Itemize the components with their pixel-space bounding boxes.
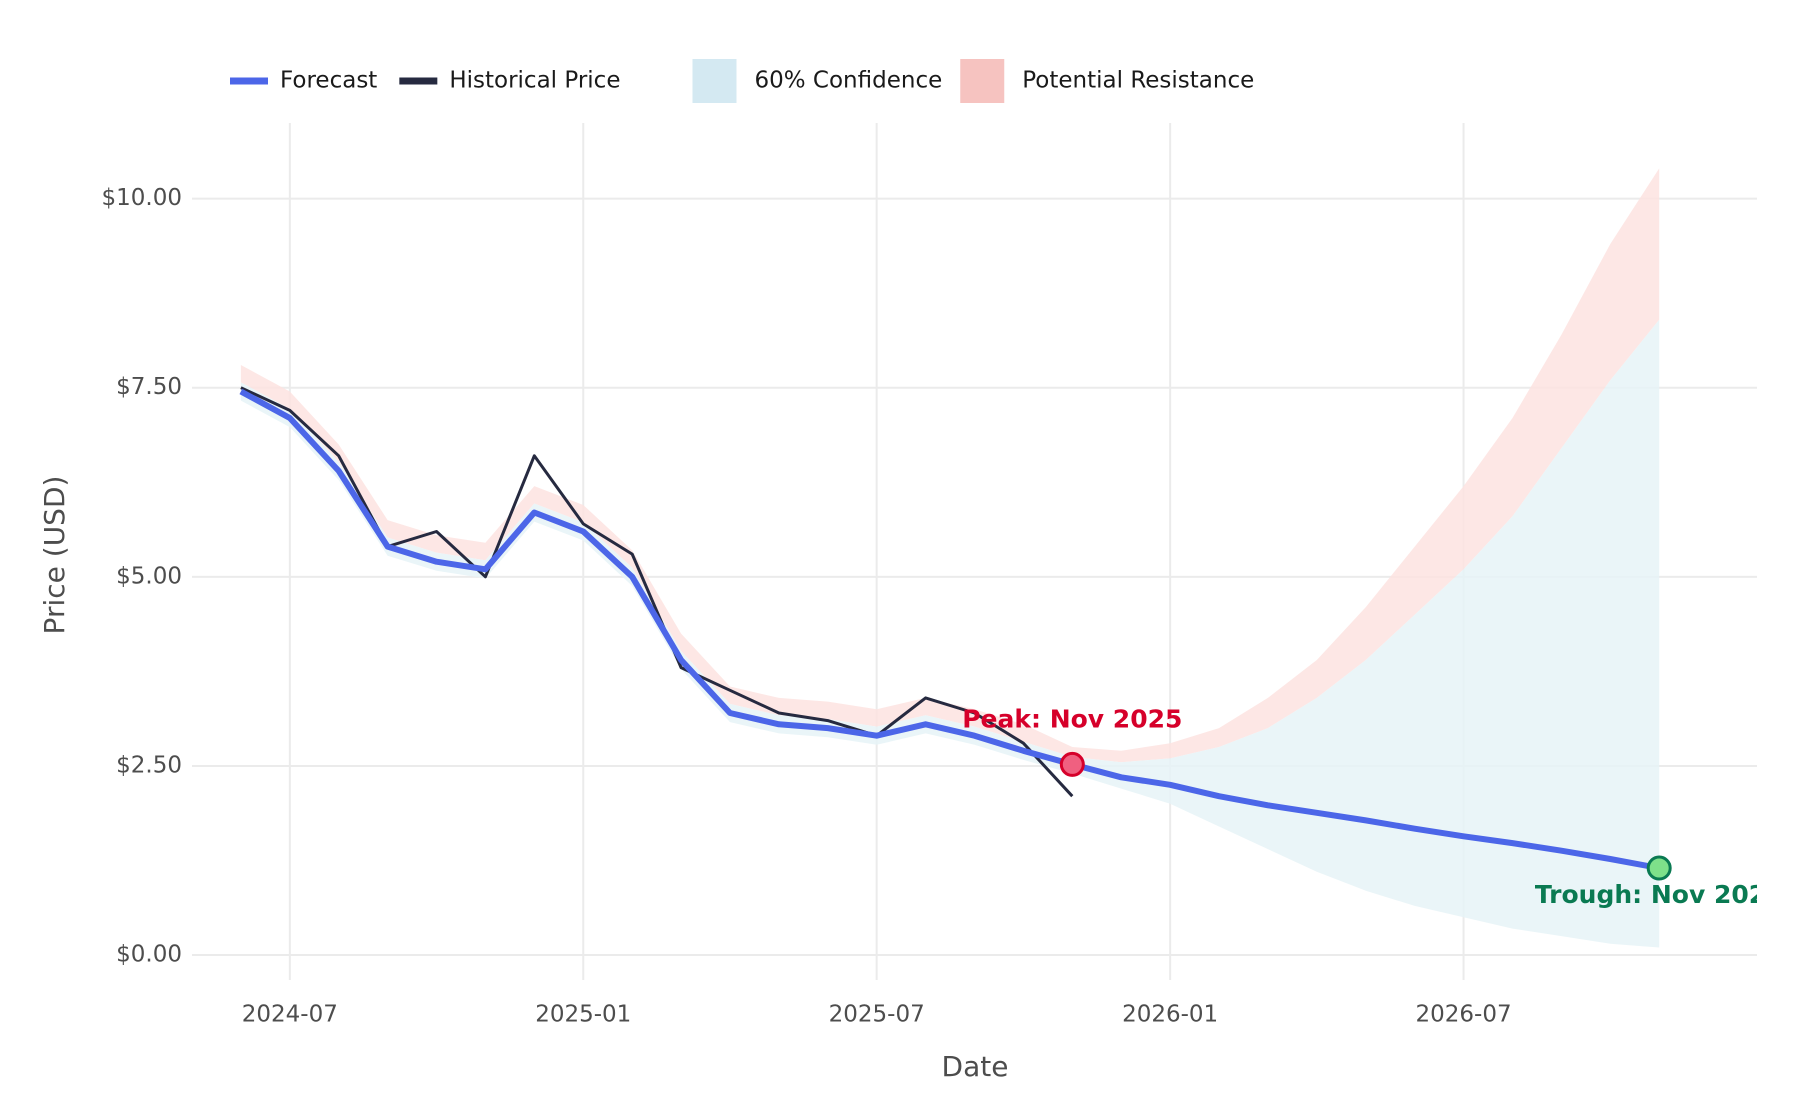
annotation-marker [1059, 751, 1085, 777]
y-axis-label: Price (USD) [38, 476, 71, 635]
y-tick-label: $10.00 [102, 185, 182, 211]
plot-area: Peak: Nov 2025 Trough: Nov 2026 [239, 168, 1784, 948]
legend-swatch [960, 59, 1005, 103]
x-tick-label: 2026-07 [1416, 1002, 1512, 1028]
legend-label: Forecast [280, 68, 377, 94]
y-tick-label: $0.00 [116, 942, 182, 968]
x-tick-label: 2026-01 [1122, 1002, 1218, 1028]
legend-swatch [692, 59, 737, 103]
band-area [240, 319, 1660, 948]
legend-label: 60% Confidence [754, 68, 942, 94]
y-tick-label: $5.00 [116, 563, 182, 589]
annotation-label: Trough: Nov 2026 [1535, 880, 1784, 909]
series-line [239, 388, 1660, 872]
legend-label: Potential Resistance [1022, 68, 1254, 94]
legend-label: Historical Price [449, 68, 620, 94]
y-tick-label: $7.50 [116, 374, 182, 400]
x-axis-label: Date [942, 1050, 1009, 1083]
y-tick-label: $2.50 [116, 752, 182, 778]
x-tick-label: 2025-01 [535, 1002, 631, 1028]
axes: $0.00 $2.50 $5.00 $7.50 $10.00 2024-07 2025-01… [102, 185, 1512, 1027]
legend: Forecast Historical Price 60% Confidence Po… [230, 59, 1254, 103]
annotation-marker [1646, 855, 1672, 881]
annotation-label: Peak: Nov 2025 [962, 704, 1182, 733]
x-tick-label: 2025-07 [829, 1002, 925, 1028]
x-tick-label: 2024-07 [242, 1002, 338, 1028]
